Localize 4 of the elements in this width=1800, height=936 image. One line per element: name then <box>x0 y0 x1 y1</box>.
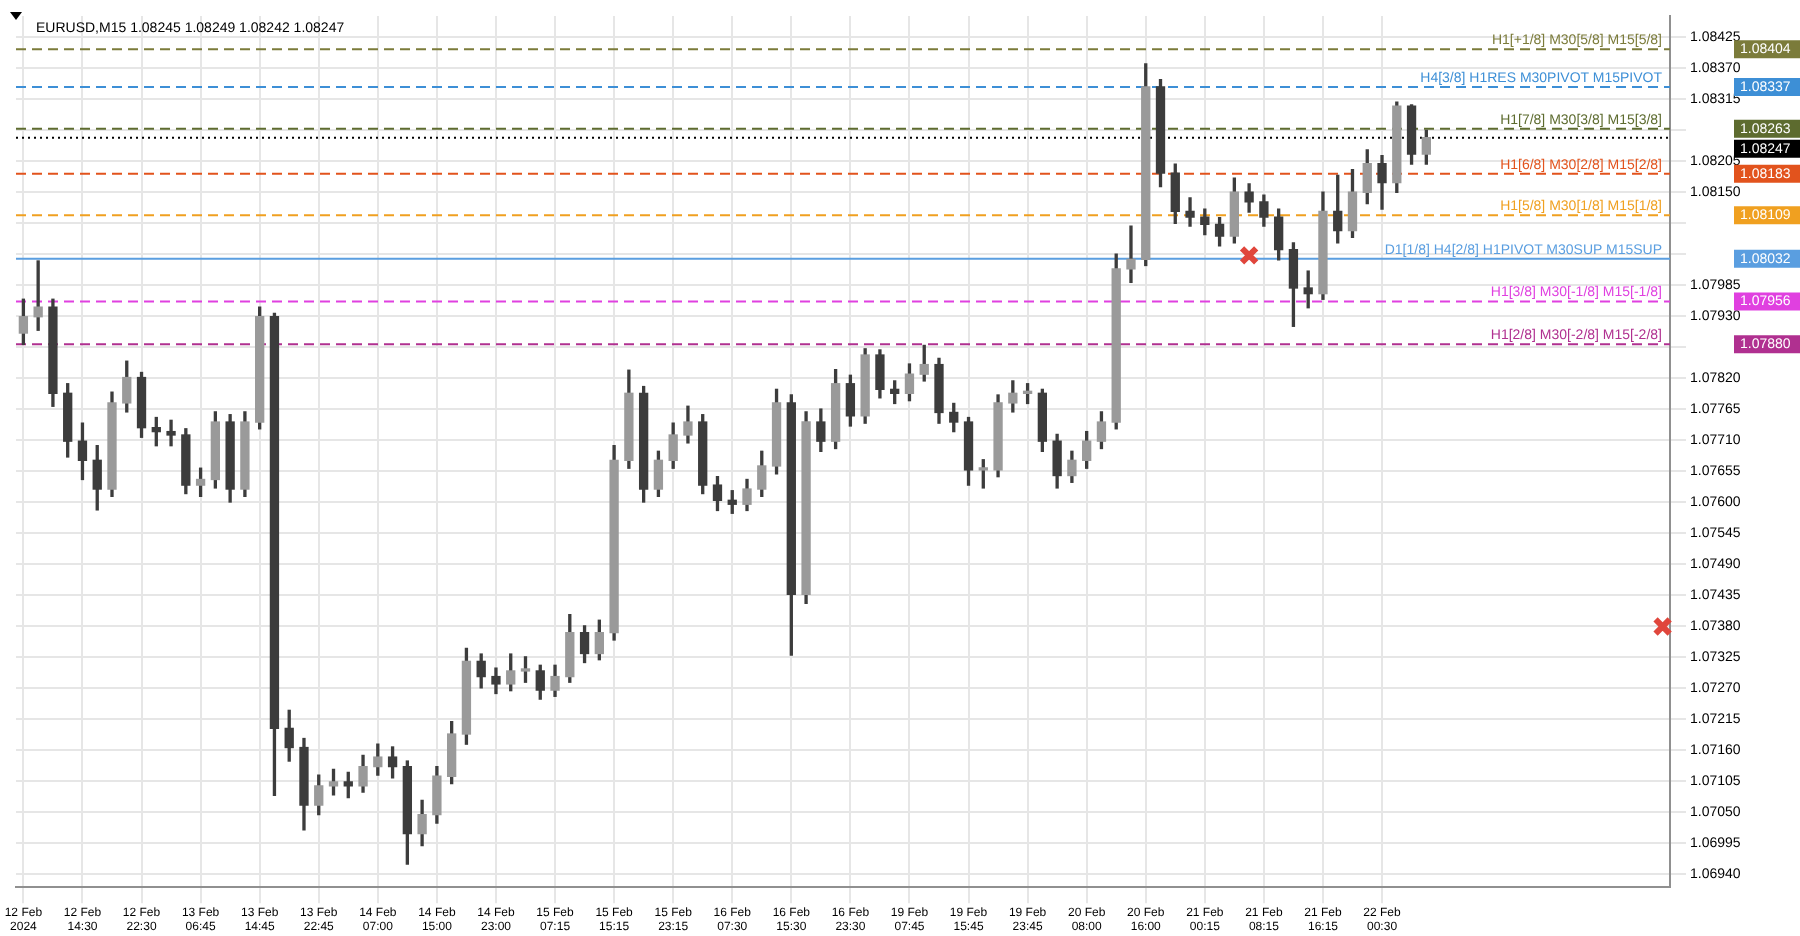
candlestick <box>166 419 176 447</box>
candlestick <box>33 260 43 331</box>
candlestick <box>1126 225 1136 284</box>
candlestick <box>1185 197 1195 227</box>
